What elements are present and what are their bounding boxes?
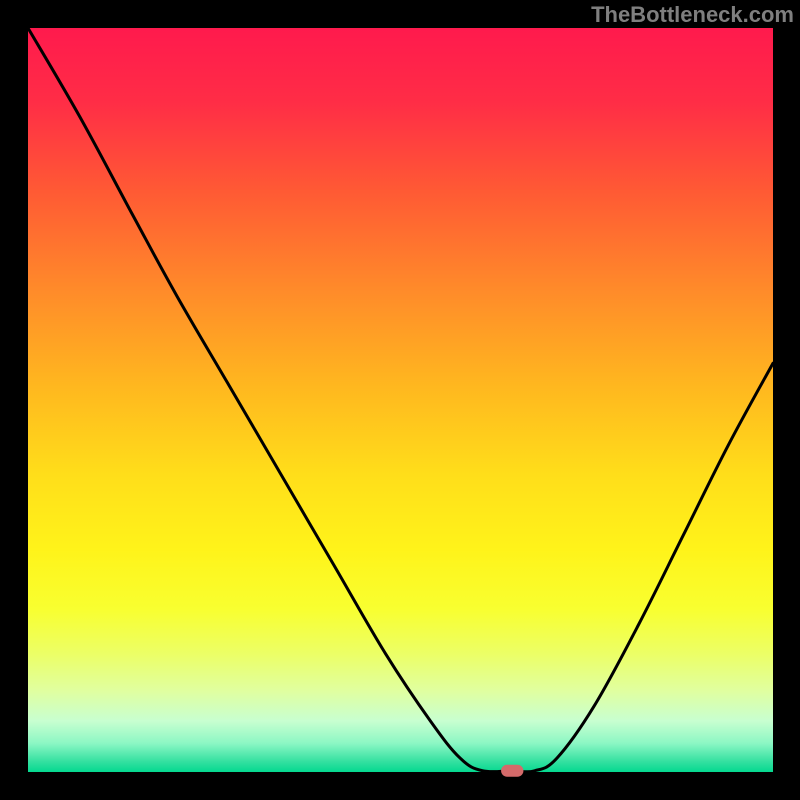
optimum-marker xyxy=(501,765,523,777)
chart-svg xyxy=(0,0,800,800)
source-watermark: TheBottleneck.com xyxy=(591,2,794,28)
plot-background xyxy=(28,28,773,773)
chart-canvas: TheBottleneck.com xyxy=(0,0,800,800)
